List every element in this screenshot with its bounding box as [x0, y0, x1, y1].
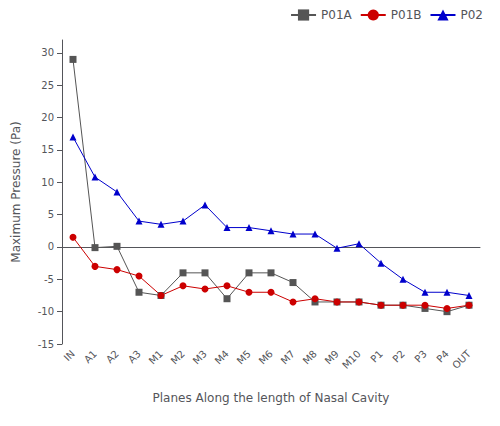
svg-text:P01B: P01B [391, 8, 422, 22]
svg-text:15: 15 [41, 144, 54, 155]
svg-text:-10: -10 [38, 306, 54, 317]
svg-text:A1: A1 [82, 348, 99, 365]
svg-text:M10: M10 [340, 348, 363, 371]
svg-text:P01A: P01A [321, 8, 353, 22]
svg-text:M7: M7 [279, 348, 297, 366]
svg-text:10: 10 [41, 177, 54, 188]
svg-text:A3: A3 [126, 348, 143, 365]
svg-text:Maximum Pressure (Pa): Maximum Pressure (Pa) [9, 121, 23, 262]
svg-text:P1: P1 [368, 348, 385, 365]
svg-text:5: 5 [48, 209, 54, 220]
svg-text:IN: IN [62, 348, 77, 363]
svg-text:-5: -5 [44, 274, 54, 285]
svg-text:OUT: OUT [450, 347, 473, 370]
svg-text:M8: M8 [301, 348, 319, 366]
svg-text:M4: M4 [213, 348, 231, 366]
svg-text:0: 0 [48, 241, 54, 252]
svg-text:-15: -15 [38, 339, 54, 350]
svg-text:30: 30 [41, 47, 54, 58]
svg-text:A2: A2 [104, 348, 121, 365]
svg-text:M2: M2 [169, 348, 187, 366]
svg-text:P02: P02 [460, 8, 483, 22]
svg-text:M6: M6 [257, 348, 275, 366]
svg-text:M1: M1 [147, 348, 165, 366]
svg-text:P3: P3 [412, 348, 429, 365]
svg-text:P2: P2 [390, 348, 407, 365]
svg-text:25: 25 [41, 80, 54, 91]
svg-text:P4: P4 [434, 348, 451, 365]
svg-text:M9: M9 [323, 348, 341, 366]
svg-text:Planes Along the length of Nas: Planes Along the length of Nasal Cavity [153, 391, 390, 405]
svg-text:20: 20 [41, 112, 54, 123]
svg-text:M3: M3 [191, 348, 209, 366]
svg-text:M5: M5 [235, 348, 253, 366]
